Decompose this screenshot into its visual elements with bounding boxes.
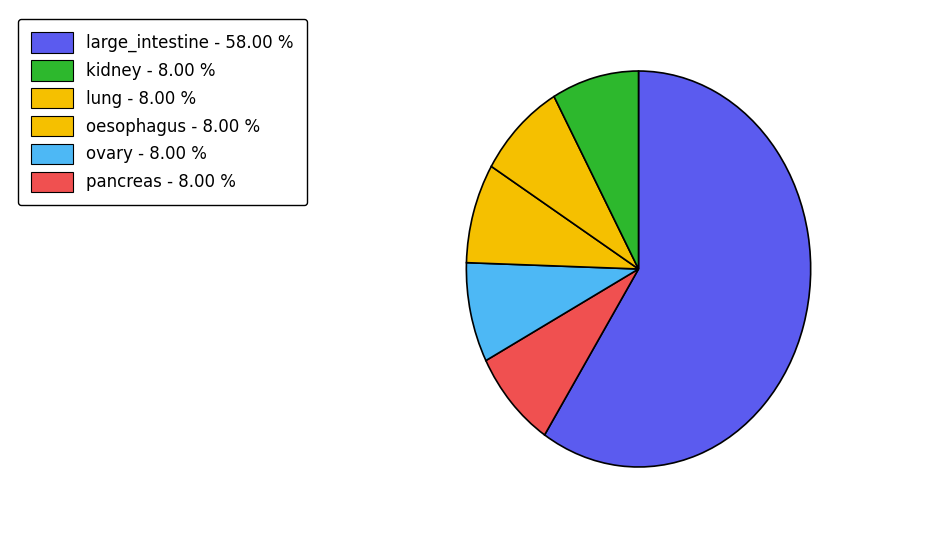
Wedge shape [467, 263, 639, 360]
Wedge shape [554, 71, 639, 269]
Wedge shape [491, 96, 639, 269]
Wedge shape [545, 71, 810, 467]
Legend: large_intestine - 58.00 %, kidney - 8.00 %, lung - 8.00 %, oesophagus - 8.00 %, : large_intestine - 58.00 %, kidney - 8.00… [18, 19, 307, 206]
Wedge shape [485, 269, 639, 435]
Wedge shape [467, 166, 639, 269]
